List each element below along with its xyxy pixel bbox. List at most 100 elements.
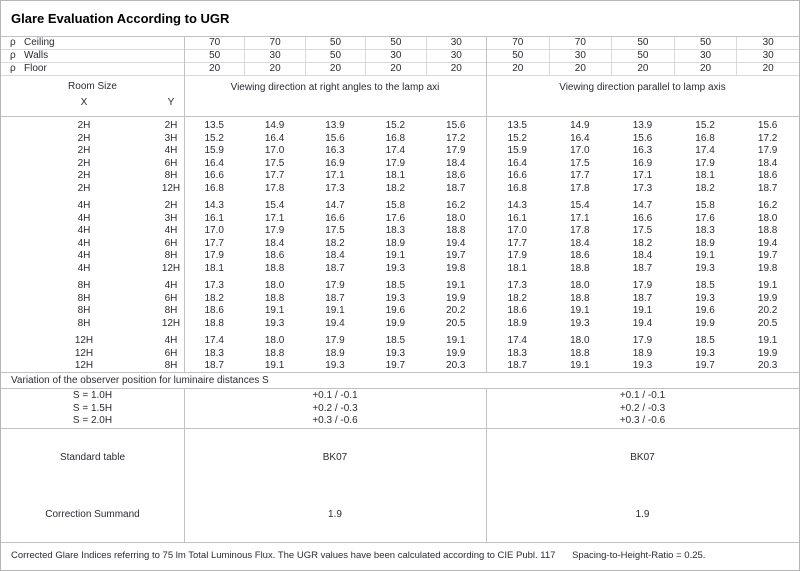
reflectance-value: 70 (184, 37, 244, 49)
ugr-value: 18.8 (757, 225, 778, 237)
ugr-value: 19.1 (446, 335, 466, 346)
ugr-value: 18.5 (695, 335, 715, 346)
room-size-header: Room Size X Y (1, 76, 184, 116)
s-corrections-left: +0.1 / -0.1 +0.2 / -0.3 +0.3 / -0.6 (184, 390, 486, 428)
page-title: Glare Evaluation According to UGR (1, 1, 799, 37)
ugr-value: 18.4 (325, 250, 345, 262)
ugr-value: 20.3 (757, 360, 778, 372)
ugr-value: 15.8 (695, 200, 715, 212)
ugr-value: 17.6 (695, 212, 715, 224)
ugr-value: 19.7 (446, 250, 466, 262)
ugr-value: 17.9 (204, 250, 224, 262)
room-x-value: 8H (77, 292, 91, 304)
room-y-value: 12H (161, 182, 181, 194)
ugr-value: 15.6 (632, 132, 653, 144)
room-x-value: 4H (77, 212, 91, 224)
ugr-value: 19.3 (385, 263, 406, 275)
room-y-value: 3H (164, 132, 178, 144)
room-size-cell: 4H 8H (1, 250, 184, 263)
ugr-value: 18.3 (695, 225, 715, 237)
ugr-value: 17.7 (264, 170, 285, 182)
ugr-table-row: 4H 3H 16.1 17.1 16.6 17.6 18.0 16.1 17.1 16.6 17.6… (1, 213, 799, 226)
room-x-value: 2H (77, 132, 91, 144)
ugr-value: 17.9 (695, 157, 715, 169)
ugr-table-row: 12H 4H 17.4 18.0 17.9 18.5 19.1 17.4 18.0 17.9 18.… (1, 335, 799, 348)
ugr-value: 18.0 (446, 212, 466, 224)
ugr-table-row: 2H 6H 16.4 17.5 16.9 17.9 18.4 16.4 17.5 16.9 17.9… (1, 158, 799, 171)
s-correction-value: +0.2 / -0.3 (619, 402, 666, 414)
ugr-value: 17.4 (507, 335, 527, 346)
summary-value-right: 1.9 (635, 509, 650, 520)
ugr-value: 18.8 (264, 347, 285, 359)
ugr-value: 19.1 (570, 360, 590, 372)
ugr-value: 18.6 (570, 250, 590, 262)
ugr-value: 19.1 (446, 280, 466, 292)
ugr-value: 16.1 (204, 212, 224, 224)
ugr-value: 18.5 (695, 280, 715, 292)
ugr-value: 18.2 (204, 292, 224, 304)
ugr-value: 14.3 (204, 200, 224, 212)
reflectance-row-label: ρ Walls (1, 50, 184, 62)
summary-section: Standard table BK07 BK07 Correction Summand… (1, 429, 799, 543)
ugr-value: 18.7 (757, 182, 778, 194)
ugr-value: 15.6 (325, 132, 345, 144)
s-distance-label: S = 1.5H (72, 402, 113, 414)
room-size-cell: 8H 6H (1, 293, 184, 306)
reflectance-value: 20 (673, 63, 737, 75)
ugr-value: 19.6 (385, 305, 406, 317)
ugr-value: 17.5 (264, 157, 285, 169)
reflectance-value: 20 (425, 63, 486, 75)
rho-symbol: ρ (10, 50, 16, 61)
reflectance-row: ρ Floor 20 20 20 20 20 20 20 20 20 20 (1, 63, 799, 76)
room-y-value: 4H (164, 280, 178, 292)
reflectance-value: 30 (548, 50, 612, 62)
room-x-value: 2H (77, 170, 91, 182)
ugr-value: 18.5 (385, 280, 406, 292)
ugr-table-row: 8H 4H 17.3 18.0 17.9 18.5 19.1 17.3 18.0 17.9 18.5… (1, 280, 799, 293)
ugr-table-row: 12H 6H 18.3 18.8 18.9 19.3 19.9 18.3 18.8 18.9 19.… (1, 348, 799, 361)
ugr-value: 17.3 (204, 280, 224, 292)
ugr-value: 19.3 (385, 347, 406, 359)
ugr-value: 17.5 (632, 225, 653, 237)
s-corrections-right: +0.1 / -0.1 +0.2 / -0.3 +0.3 / -0.6 (486, 390, 799, 428)
ugr-value: 17.4 (385, 145, 406, 157)
footer-note: Corrected Glare Indices referring to 75 … (1, 543, 799, 561)
reflectance-value: 70 (244, 37, 304, 49)
reflectance-value: 20 (485, 63, 549, 75)
s-distance-labels: S = 1.0H S = 1.5H S = 2.0H (1, 390, 184, 428)
ugr-value: 17.1 (632, 170, 653, 182)
ugr-value: 19.6 (695, 305, 715, 317)
room-y-value: 4H (164, 225, 178, 237)
room-x-value: 8H (77, 305, 91, 317)
ugr-value: 18.0 (570, 335, 590, 346)
ugr-table-row: 8H 6H 18.2 18.8 18.7 19.3 19.9 18.2 18.8 18.7 19.3… (1, 293, 799, 306)
ugr-value: 13.5 (204, 120, 224, 131)
ugr-value: 19.7 (385, 360, 406, 372)
ugr-value: 18.1 (204, 263, 224, 275)
reflectance-value: 50 (365, 37, 425, 49)
ugr-value: 18.7 (446, 182, 466, 194)
ugr-value: 18.3 (204, 347, 224, 359)
reflectance-row-label: ρ Ceiling (1, 37, 184, 49)
ugr-value: 18.6 (507, 305, 527, 317)
reflectance-value: 50 (304, 37, 365, 49)
reflectance-value: 20 (548, 63, 612, 75)
room-y-value: 2H (164, 120, 178, 131)
ugr-value: 19.8 (757, 263, 778, 275)
ugr-value: 17.7 (507, 237, 527, 249)
ugr-value: 19.1 (757, 335, 778, 346)
room-size-cell: 8H 4H (1, 280, 184, 293)
room-x-value: 2H (77, 157, 91, 169)
ugr-value: 18.2 (507, 292, 527, 304)
ugr-value: 19.3 (325, 360, 345, 372)
reflectance-value: 20 (244, 63, 304, 75)
room-size-cell: 8H 12H (1, 318, 184, 331)
s-correction-value: +0.3 / -0.6 (312, 415, 358, 427)
ugr-value: 16.2 (446, 200, 466, 212)
ugr-value: 18.9 (385, 237, 406, 249)
room-size-cell: 12H 8H (1, 360, 184, 373)
ugr-value: 16.2 (757, 200, 778, 212)
reflectance-value: 20 (184, 63, 244, 75)
ugr-value: 18.6 (264, 250, 285, 262)
ugr-value: 19.9 (757, 347, 778, 359)
